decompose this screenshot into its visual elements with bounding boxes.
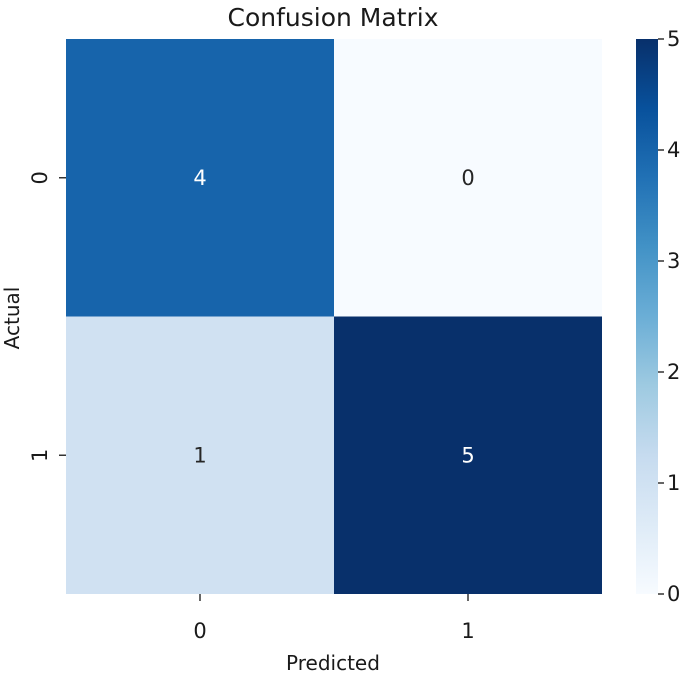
cell-value-1-1: 5 — [461, 443, 474, 467]
cell-value-0-0: 4 — [193, 166, 206, 190]
colorbar-tick-label: 0 — [667, 582, 680, 606]
colorbar-tick-label: 3 — [667, 249, 680, 273]
x-tick-label: 0 — [193, 619, 206, 643]
heatmap-cell-1-1 — [334, 316, 602, 594]
heatmap-cell-0-1 — [334, 39, 602, 317]
y-axis-label: Actual — [0, 287, 24, 350]
y-tick-label: 1 — [28, 449, 52, 462]
y-tick-label: 0 — [28, 171, 52, 184]
chart-title: Confusion Matrix — [227, 3, 438, 32]
heatmap-cell-0-0 — [66, 39, 334, 317]
x-tick-label: 1 — [461, 619, 474, 643]
colorbar-tick-label: 1 — [667, 471, 680, 495]
heatmap-cell-1-0 — [66, 316, 334, 594]
colorbar-tick-label: 2 — [667, 360, 680, 384]
heatmap-cells: 4 0 1 5 — [66, 39, 602, 594]
y-axis-ticks: 01 — [28, 171, 66, 462]
colorbar — [636, 39, 658, 594]
x-axis-label: Predicted — [286, 651, 380, 675]
cell-value-1-0: 1 — [193, 443, 206, 467]
colorbar-ticks: 0 1 2 3 4 5 — [658, 27, 680, 606]
cell-value-0-1: 0 — [461, 166, 474, 190]
colorbar-tick-label: 5 — [667, 27, 680, 51]
colorbar-tick-label: 4 — [667, 138, 680, 162]
